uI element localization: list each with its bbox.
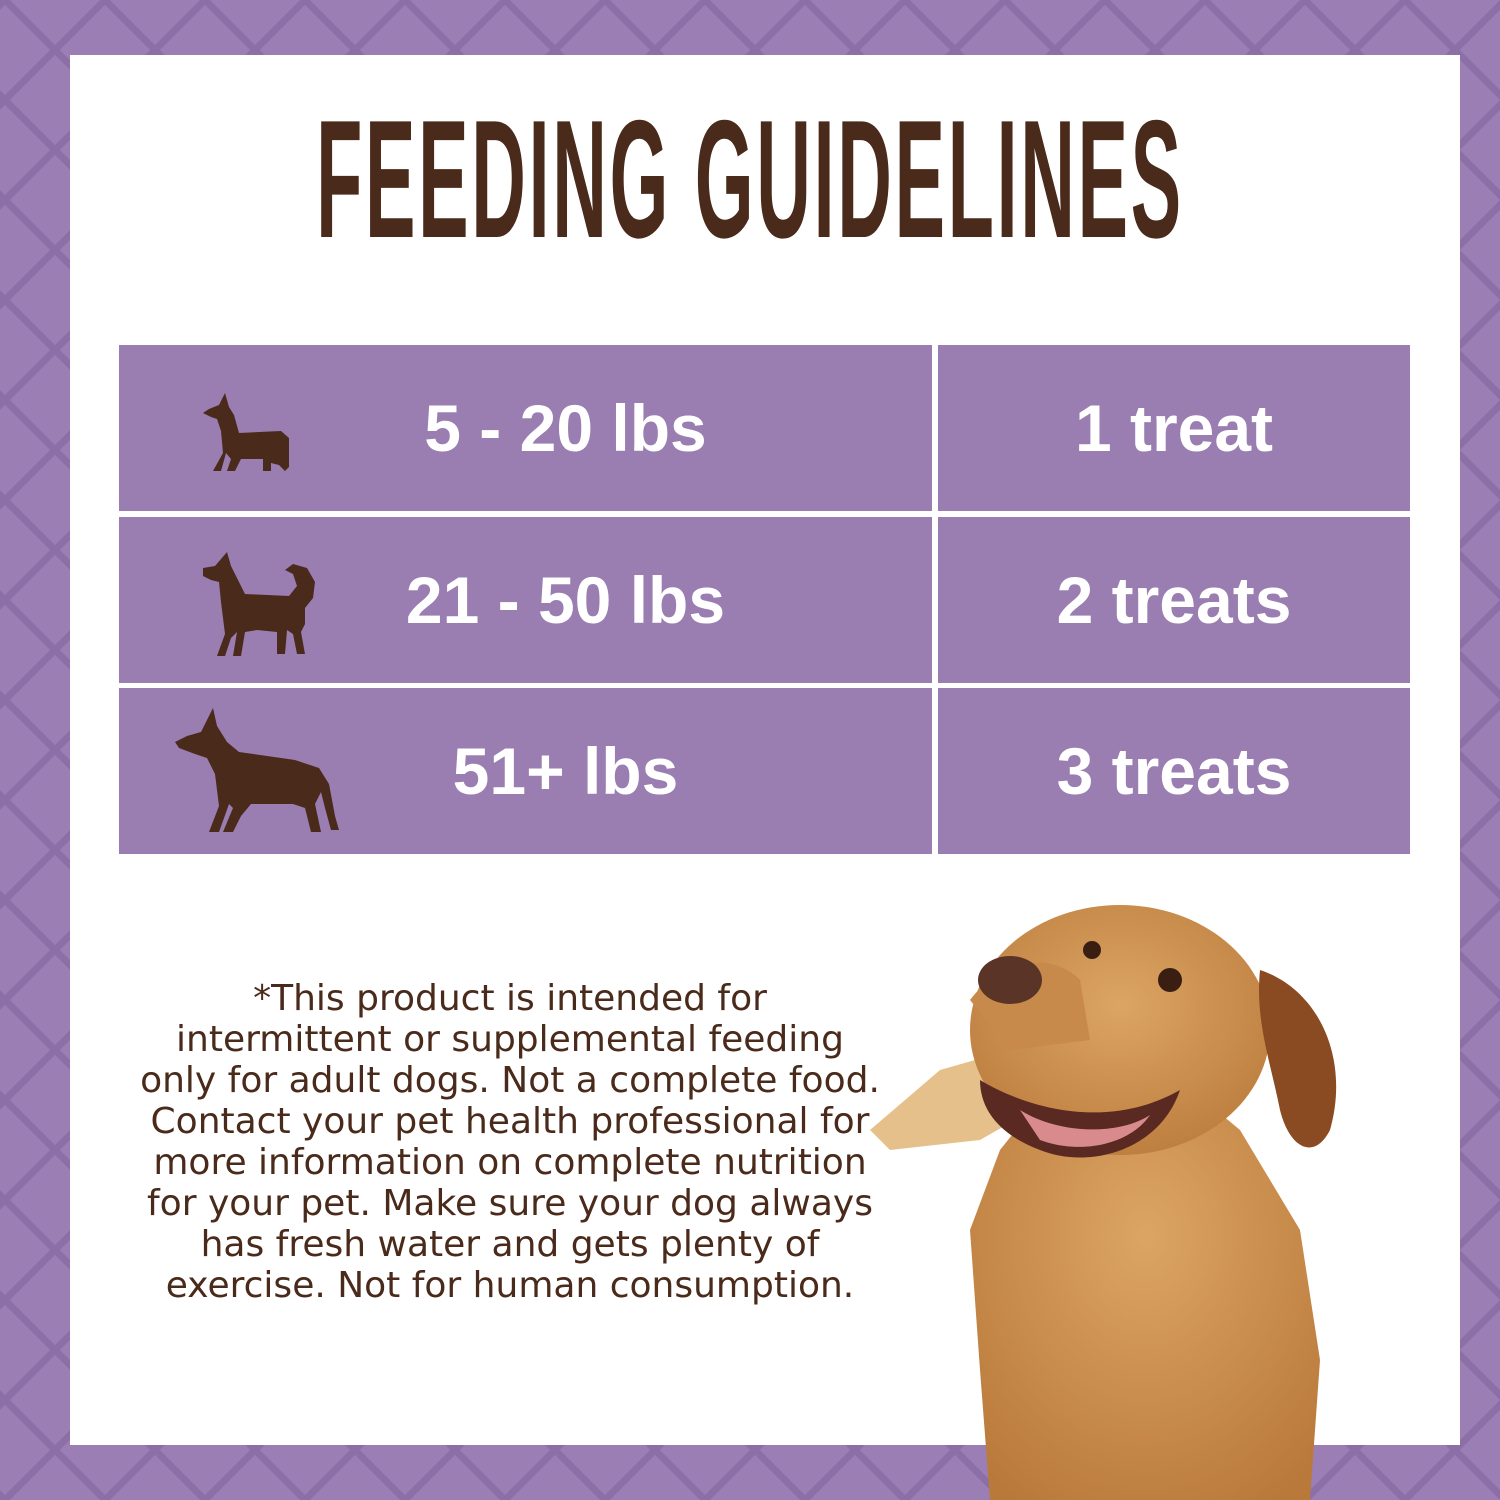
amount-cell: 2 treats bbox=[938, 517, 1410, 683]
page-title: FEEDING GUIDELINES bbox=[316, 85, 1184, 273]
amount-cell: 3 treats bbox=[938, 688, 1410, 854]
small-dog-icon bbox=[203, 393, 289, 471]
weight-cell: 21 - 50 lbs bbox=[119, 517, 932, 683]
large-dog-icon bbox=[175, 708, 339, 832]
weight-range: 5 - 20 lbs bbox=[424, 391, 707, 465]
weight-range: 51+ lbs bbox=[452, 734, 679, 808]
weight-cell: 51+ lbs bbox=[119, 688, 932, 854]
medium-dog-icon bbox=[203, 552, 315, 656]
table-row: 51+ lbs 3 treats bbox=[119, 688, 1410, 854]
dog-photo bbox=[870, 905, 1337, 1500]
weight-cell: 5 - 20 lbs bbox=[119, 345, 932, 511]
table-row: 21 - 50 lbs 2 treats bbox=[119, 517, 1410, 683]
weight-range: 21 - 50 lbs bbox=[405, 563, 726, 637]
amount-cell: 1 treat bbox=[938, 345, 1410, 511]
disclaimer-text: *This product is intended for intermitte… bbox=[140, 978, 880, 1306]
table-row: 5 - 20 lbs 1 treat bbox=[119, 345, 1410, 511]
